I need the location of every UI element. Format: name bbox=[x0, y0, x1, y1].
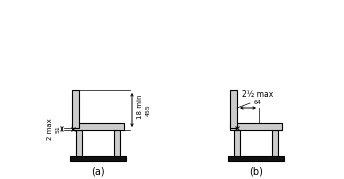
Bar bbox=[230, 90, 237, 128]
Bar bbox=[114, 130, 120, 156]
Text: (a): (a) bbox=[91, 166, 105, 176]
Text: 18 min: 18 min bbox=[137, 95, 143, 119]
Text: 51: 51 bbox=[55, 125, 61, 133]
Text: 455: 455 bbox=[146, 104, 150, 116]
Bar bbox=[72, 90, 79, 128]
Bar bbox=[230, 123, 282, 130]
Text: (b): (b) bbox=[249, 166, 263, 176]
Bar bbox=[272, 130, 278, 156]
Text: 2½ max: 2½ max bbox=[243, 90, 273, 98]
Bar bbox=[70, 156, 126, 161]
Text: 2 max: 2 max bbox=[47, 118, 53, 140]
Text: 64: 64 bbox=[254, 100, 262, 105]
Bar bbox=[72, 123, 124, 130]
Bar bbox=[228, 156, 284, 161]
Bar bbox=[76, 130, 82, 156]
Bar bbox=[234, 130, 240, 156]
